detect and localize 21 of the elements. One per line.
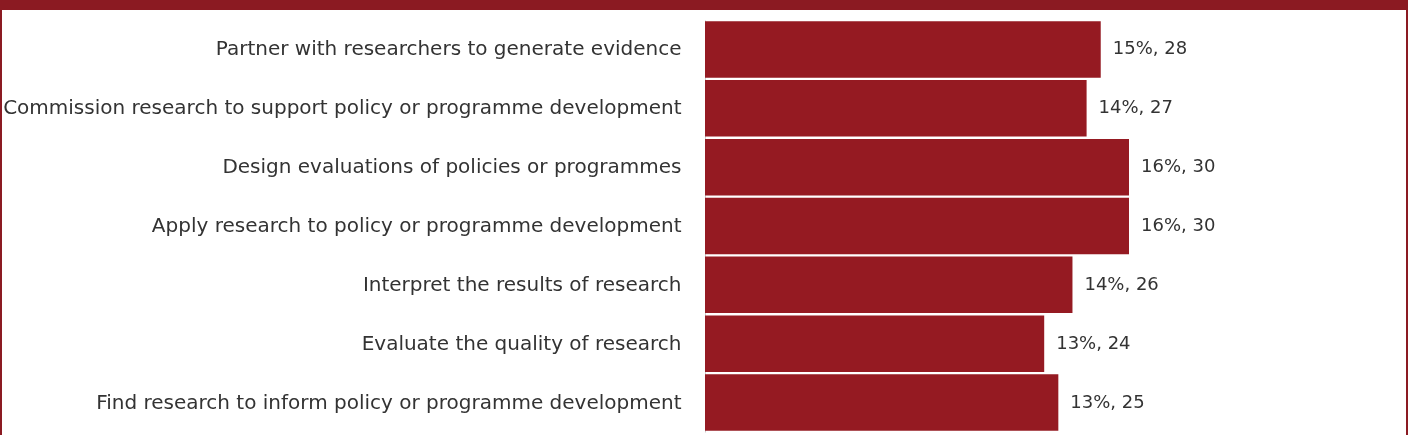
y-tick-label: Find research to inform policy or programme development: [96, 389, 682, 414]
data-label: 15%, 28: [1112, 37, 1188, 59]
bar: [705, 80, 1087, 137]
y-tick-label: Apply research to policy or programme development: [151, 213, 682, 237]
bar: [705, 138, 1129, 196]
bar: [705, 21, 1101, 78]
bar: [705, 256, 1073, 314]
data-label: 14%, 27: [1098, 96, 1173, 118]
data-label: 14%, 26: [1084, 272, 1159, 294]
bar: [705, 374, 1059, 431]
data-label: 13%, 25: [1070, 390, 1145, 412]
data-label: 16%, 30: [1141, 214, 1216, 235]
y-tick-label: Partner with researchers to generate evidence: [215, 36, 682, 61]
bar: [705, 197, 1129, 255]
y-tick-label: Design evaluations of policies or programmes: [222, 154, 682, 179]
y-tick-label: Interpret the results of research: [362, 271, 682, 296]
bar: [705, 315, 1045, 372]
data-label: 13%, 24: [1056, 331, 1131, 353]
y-tick-label: Evaluate the quality of research: [361, 330, 682, 355]
y-tick-label: Commission research to support policy or programme development: [3, 95, 682, 120]
data-label: 16%, 30: [1141, 155, 1216, 177]
